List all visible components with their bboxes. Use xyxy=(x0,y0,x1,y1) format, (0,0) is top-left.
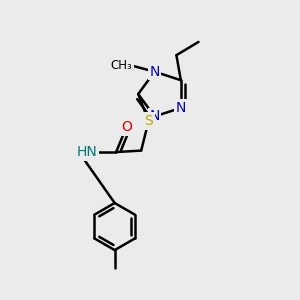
Text: N: N xyxy=(149,65,160,79)
Text: N: N xyxy=(176,101,186,115)
Text: CH₃: CH₃ xyxy=(110,59,132,72)
Text: HN: HN xyxy=(76,145,97,159)
Text: O: O xyxy=(121,120,132,134)
Text: S: S xyxy=(144,114,153,128)
Text: N: N xyxy=(149,110,160,124)
